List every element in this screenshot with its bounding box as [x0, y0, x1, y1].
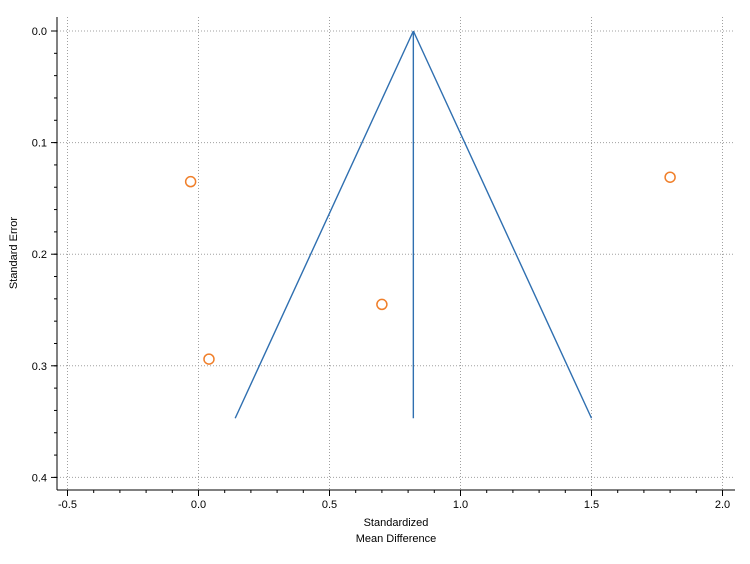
x-tick-label: 0.0 [191, 499, 206, 511]
funnel-left-line [234, 30, 414, 419]
y-tick-label: 0.0 [32, 26, 47, 38]
x-axis-ticks: -0.5 0.0 0.5 1.0 1.5 2.0 [58, 490, 730, 511]
x-tick-label: 2.0 [715, 499, 730, 511]
data-points [184, 171, 676, 365]
x-tick-label: 1.0 [453, 499, 468, 511]
y-tick-label: 0.4 [32, 472, 47, 484]
y-axis-title: Standard Error [8, 217, 20, 289]
study-point [376, 298, 388, 311]
x-tick-label: 1.5 [584, 499, 599, 511]
y-tick-label: 0.2 [32, 249, 47, 261]
x-tick-label: -0.5 [58, 499, 77, 511]
grid-lines [57, 17, 735, 490]
funnel-lines [234, 30, 593, 419]
study-point [664, 171, 676, 183]
x-axis-title-line2: Mean Difference [356, 533, 437, 545]
study-point [203, 353, 215, 365]
y-axis-ticks: 0.0 0.1 0.2 0.3 0.4 [32, 26, 57, 484]
x-axis-title-line1: Standardized [364, 517, 429, 529]
funnel-right-line [412, 30, 593, 419]
y-tick-label: 0.3 [32, 361, 47, 373]
axes [56, 17, 735, 491]
y-tick-label: 0.1 [32, 138, 47, 150]
study-point [184, 175, 197, 188]
x-tick-label: 0.5 [322, 499, 337, 511]
